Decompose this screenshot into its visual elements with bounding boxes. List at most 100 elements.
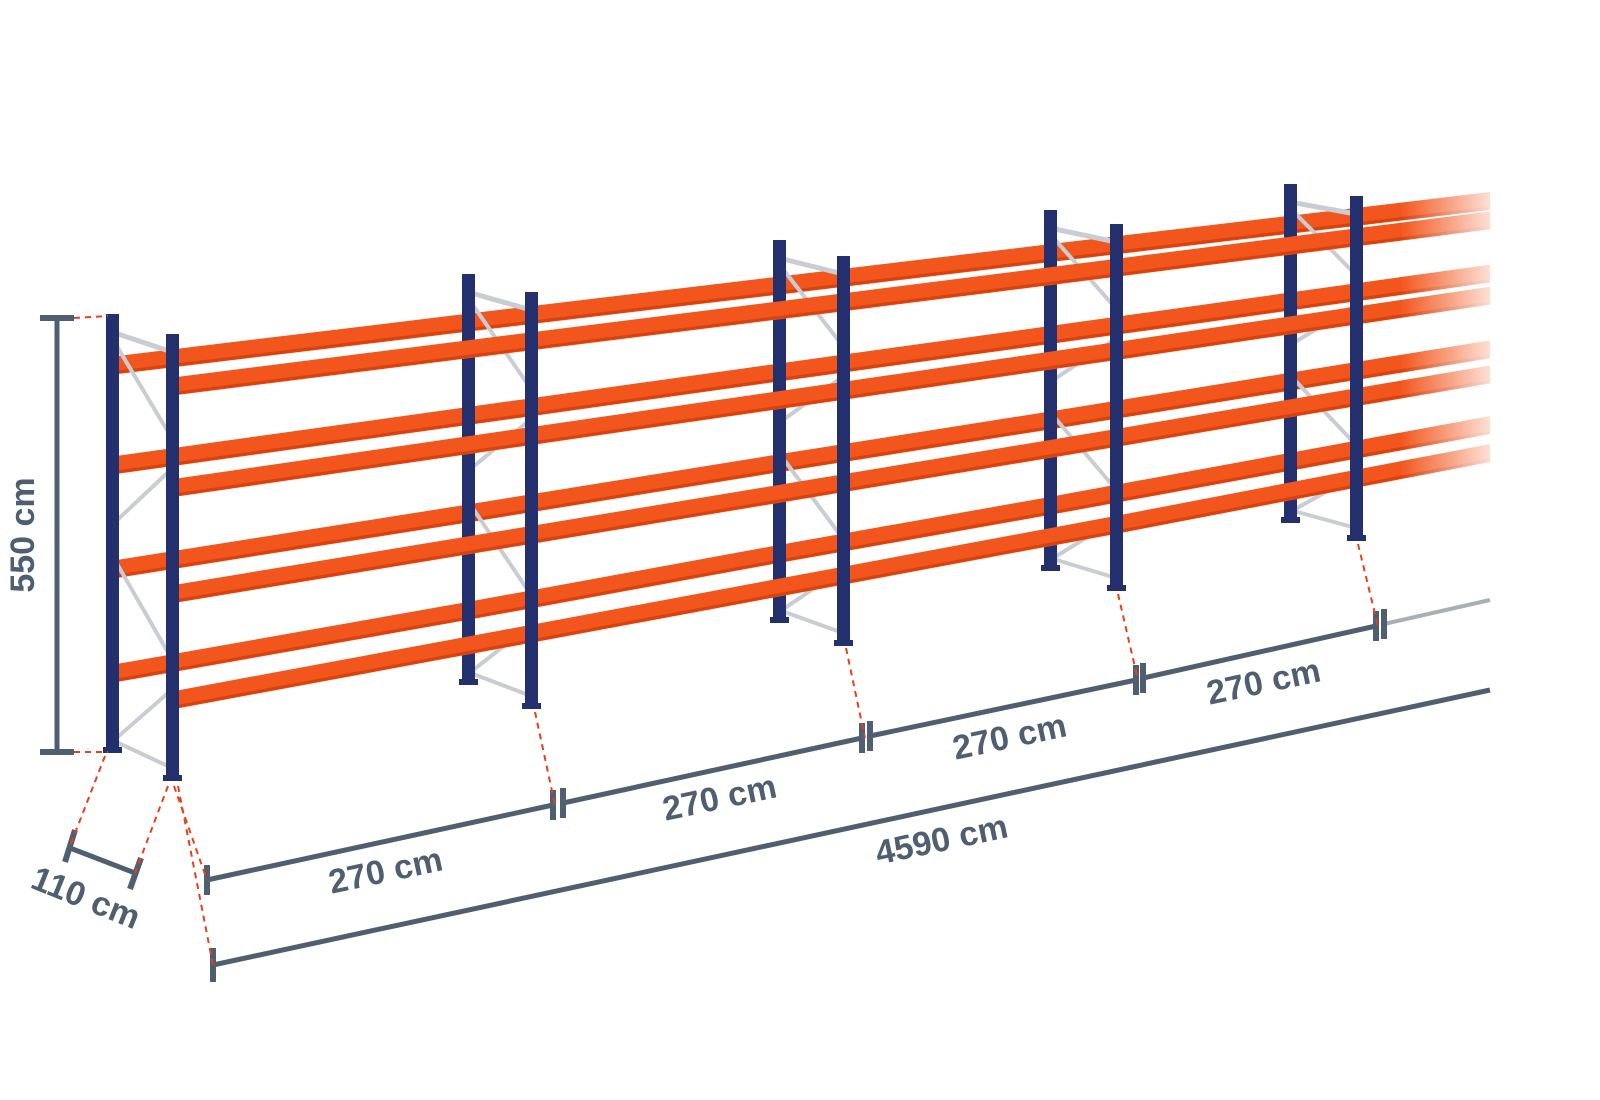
- back-beam-edge: [1049, 467, 1291, 515]
- bay-dimension-line-4: [1142, 623, 1377, 681]
- back-upright: [1044, 210, 1057, 570]
- frame-top-tie: [1289, 199, 1357, 217]
- front-beam: [1116, 388, 1356, 447]
- frame-diagonal-brace: [110, 554, 174, 661]
- back-beam: [468, 276, 779, 332]
- front-beam-edge: [530, 307, 844, 350]
- front-beam: [843, 258, 1116, 312]
- back-beam-edge: [1049, 230, 1291, 262]
- front-upright: [525, 292, 538, 708]
- upright-base-plate: [103, 747, 122, 753]
- upright-base-plate: [1281, 517, 1300, 523]
- front-upright: [1110, 224, 1123, 590]
- frame-bottom-tie: [1049, 556, 1117, 580]
- front-beam: [843, 342, 1116, 400]
- guide-dashed-line: [69, 755, 106, 847]
- frame-top-tie: [778, 255, 844, 277]
- back-beam-edge: [467, 468, 780, 522]
- depth-dimension-line: [69, 845, 136, 876]
- frame-bottom-tie: [111, 738, 173, 770]
- front-beam-edge: [530, 396, 844, 445]
- guide-dashed-line: [177, 785, 214, 966]
- front-beam-edge: [171, 540, 532, 603]
- front-beam-edge: [842, 530, 1117, 585]
- back-upright: [462, 274, 475, 684]
- front-beam: [531, 293, 843, 351]
- front-beam: [843, 428, 1116, 493]
- front-beam: [1116, 306, 1356, 361]
- guide-dashed-line: [134, 785, 169, 874]
- frame-top-tie: [111, 329, 173, 355]
- front-beam: [843, 515, 1116, 585]
- frame-top-tie: [1049, 225, 1117, 245]
- guide-dashed-line: [1117, 593, 1139, 681]
- fade-overlay: [1400, 150, 1510, 650]
- frame-diagonal-brace: [110, 336, 174, 440]
- bay-dimension-line-continuation: [1383, 598, 1491, 626]
- bay-dimension-line-3: [869, 677, 1137, 739]
- upright-base-plate: [1041, 565, 1060, 571]
- front-beam-edge: [842, 443, 1117, 492]
- front-upright: [1350, 196, 1363, 540]
- back-beam: [468, 544, 779, 620]
- front-beam-edge: [530, 581, 844, 643]
- back-beam-edge: [1049, 387, 1291, 429]
- back-beams: [111, 192, 1491, 683]
- back-upright: [1284, 184, 1297, 522]
- back-beam-edge: [467, 559, 780, 620]
- guide-dashed-line: [173, 785, 208, 881]
- frame-bottom-tie: [1289, 508, 1357, 530]
- front-beam-edge: [842, 356, 1117, 400]
- back-beam: [112, 601, 468, 683]
- back-beam: [468, 454, 779, 523]
- back-beam-edge: [778, 425, 1051, 472]
- frame-bottom-tie: [778, 608, 844, 635]
- height-label: 550 cm: [4, 477, 42, 592]
- front-beam-edge: [1115, 484, 1357, 534]
- front-beam-edge: [171, 346, 532, 396]
- back-beam: [112, 504, 468, 579]
- frame-top-tie: [467, 289, 532, 313]
- total-length-dimension-line: [212, 687, 1491, 968]
- front-beam: [172, 525, 531, 604]
- front-beam-edge: [1115, 321, 1357, 360]
- bay-dimension-line-1: [206, 802, 554, 883]
- front-upright: [837, 256, 850, 645]
- front-beam-edge: [171, 639, 532, 709]
- frame-diagonal-brace: [110, 687, 174, 744]
- front-beam: [531, 566, 843, 643]
- front-beam: [172, 332, 531, 396]
- front-beam: [1116, 469, 1356, 534]
- bay-dimension-line-2: [562, 735, 863, 806]
- front-beam: [172, 427, 531, 498]
- front-beam: [1116, 228, 1356, 277]
- front-beam: [172, 624, 531, 710]
- back-beam-edge: [778, 258, 1051, 295]
- depth-tick: [62, 829, 78, 863]
- back-beam-edge: [778, 511, 1051, 563]
- front-beam-edge: [171, 441, 532, 497]
- guide-dashed-line: [1357, 543, 1379, 627]
- guide-dashed-line: [534, 711, 556, 806]
- front-beam-edge: [1115, 402, 1357, 447]
- back-beam: [112, 407, 468, 475]
- back-beam: [112, 313, 468, 375]
- front-beam-edge: [530, 488, 844, 544]
- upright-base-plate: [770, 617, 789, 623]
- guide-dashed-line: [845, 647, 866, 739]
- back-beam-edge: [467, 378, 780, 425]
- front-beam-edge: [842, 273, 1117, 311]
- frame-diagonal-brace: [110, 467, 174, 527]
- frame-bottom-tie: [467, 670, 532, 698]
- back-beam-edge: [1049, 307, 1291, 344]
- front-beam-edge: [1115, 242, 1357, 277]
- front-beam: [531, 381, 843, 446]
- front-beams: [166, 196, 1491, 780]
- back-upright: [106, 314, 119, 752]
- back-beam-edge: [467, 291, 780, 332]
- back-upright: [773, 240, 786, 622]
- front-beam: [531, 474, 843, 544]
- back-beam-edge: [778, 340, 1051, 382]
- guide-dashed-line: [73, 315, 109, 319]
